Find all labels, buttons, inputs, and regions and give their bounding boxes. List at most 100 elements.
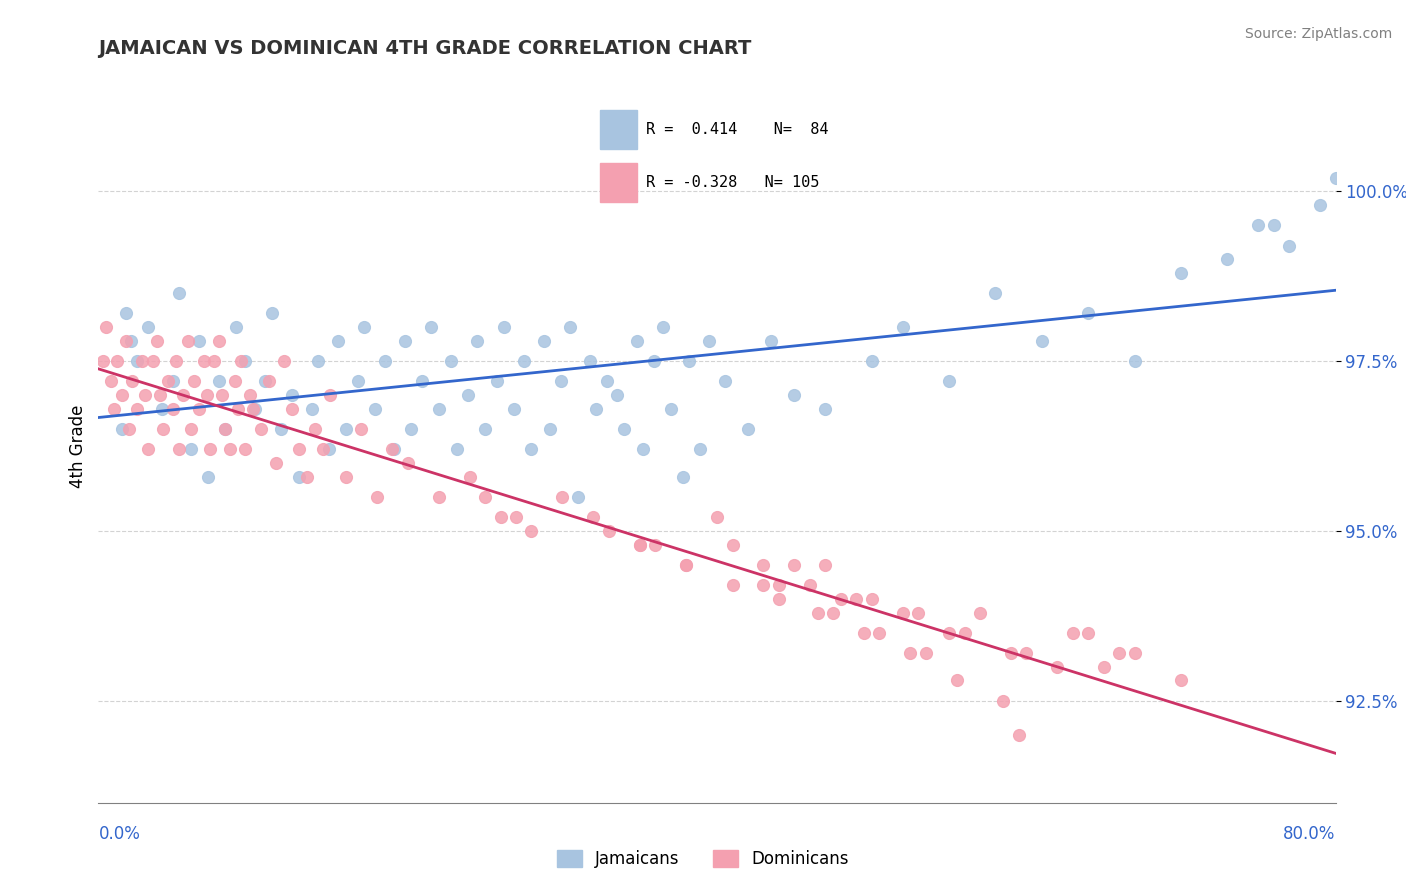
Point [149,388,172,402]
Point [350,422,373,436]
Point [304,422,326,436]
Point [1123,646,1146,660]
Point [382,442,405,457]
Point [814,401,837,416]
Point [177,334,200,348]
Point [993,694,1015,708]
Point [326,334,350,348]
Point [689,442,711,457]
Point [845,591,868,606]
Point [1077,306,1099,320]
Point [474,490,496,504]
Point [938,626,960,640]
Point [307,354,329,368]
Point [706,510,728,524]
Point [752,578,775,592]
Point [550,375,572,389]
FancyBboxPatch shape [600,110,637,149]
Point [503,401,526,416]
Point [953,626,976,640]
Point [1170,266,1192,280]
Point [783,558,806,572]
Point [427,490,450,504]
Point [103,401,125,416]
Point [721,578,744,592]
Point [257,375,280,389]
Point [768,591,790,606]
Point [100,375,122,389]
Point [1031,334,1053,348]
Point [672,469,695,483]
Point [297,469,319,483]
Point [141,354,165,368]
Point [1000,646,1022,660]
Point [374,354,396,368]
Point [396,456,419,470]
Point [427,401,450,416]
Point [1324,170,1347,185]
Point [631,442,654,457]
Point [364,401,387,416]
Legend: Jamaicans, Dominicans: Jamaicans, Dominicans [550,843,856,875]
Point [520,524,543,538]
Point [225,320,247,334]
Point [628,537,651,551]
Point [644,537,666,551]
Point [264,456,288,470]
Point [598,524,620,538]
Point [229,354,252,368]
Point [254,375,277,389]
Point [270,422,292,436]
Point [1263,218,1285,232]
Point [162,375,184,389]
Point [1046,660,1069,674]
Point [1077,626,1099,640]
Point [250,422,273,436]
Point [675,558,697,572]
Point [821,606,844,620]
Point [626,334,648,348]
Point [121,375,143,389]
Point [115,334,138,348]
Point [984,286,1007,301]
Point [188,401,211,416]
Point [319,388,342,402]
Point [1123,354,1146,368]
Point [198,442,221,457]
Point [628,537,651,551]
Point [915,646,938,660]
Point [783,388,806,402]
Point [235,442,257,457]
Point [167,442,190,457]
Text: JAMAICAN VS DOMINICAN 4TH GRADE CORRELATION CHART: JAMAICAN VS DOMINICAN 4TH GRADE CORRELAT… [98,39,752,58]
Point [1015,646,1038,660]
Point [900,646,922,660]
Point [675,558,697,572]
Point [165,354,187,368]
Point [486,375,509,389]
Point [1092,660,1115,674]
Point [335,469,357,483]
Point [489,510,512,524]
Point [1216,252,1239,266]
Point [318,442,340,457]
Point [96,320,118,334]
Point [353,320,375,334]
Point [381,442,404,457]
Point [761,334,783,348]
Point [969,606,991,620]
Point [208,375,231,389]
Point [180,422,202,436]
Point [188,334,211,348]
Point [567,490,589,504]
Point [533,334,555,348]
Point [211,388,233,402]
Point [613,422,636,436]
Point [136,442,159,457]
Point [111,422,132,436]
Point [399,422,422,436]
Point [281,401,304,416]
FancyBboxPatch shape [600,163,637,202]
Point [134,388,156,402]
Point [596,375,619,389]
